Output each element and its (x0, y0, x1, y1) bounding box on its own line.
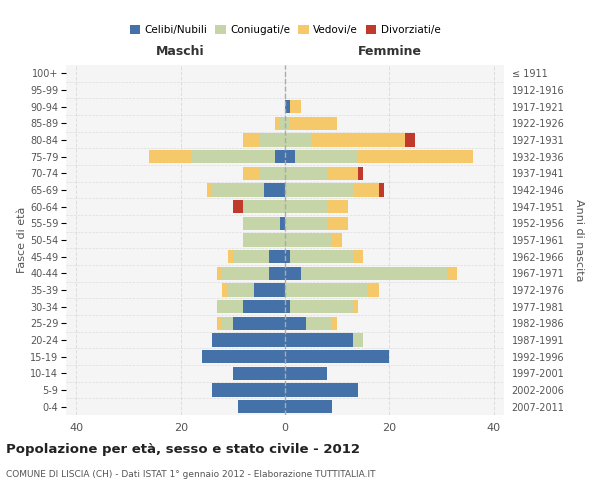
Bar (233, 200, 243, 213)
Bar (290, 300, 353, 314)
Bar (301, 266, 446, 280)
Bar (275, 116, 280, 130)
Text: Maschi: Maschi (155, 45, 204, 58)
Bar (358, 150, 473, 164)
Bar (149, 150, 191, 164)
Bar (217, 316, 223, 330)
Bar (353, 250, 363, 264)
Bar (269, 250, 285, 264)
Bar (217, 300, 243, 314)
Bar (285, 166, 327, 180)
Bar (191, 150, 275, 164)
Bar (327, 200, 347, 213)
Bar (254, 284, 285, 296)
Y-axis label: Fasce di età: Fasce di età (17, 207, 27, 273)
Bar (285, 350, 389, 364)
Bar (233, 366, 285, 380)
Bar (202, 350, 285, 364)
Bar (243, 234, 285, 246)
Bar (285, 234, 332, 246)
Bar (285, 316, 306, 330)
Bar (280, 216, 285, 230)
Bar (285, 116, 290, 130)
Bar (295, 150, 358, 164)
Bar (358, 166, 363, 180)
Bar (285, 400, 332, 413)
Bar (353, 334, 363, 346)
Bar (227, 250, 233, 264)
Bar (285, 266, 301, 280)
Bar (243, 134, 259, 146)
Bar (290, 250, 353, 264)
Bar (227, 284, 254, 296)
Bar (243, 166, 259, 180)
Y-axis label: Anni di nascita: Anni di nascita (574, 198, 584, 281)
Bar (368, 284, 379, 296)
Bar (212, 384, 285, 396)
Bar (353, 184, 379, 196)
Bar (285, 334, 353, 346)
Bar (327, 216, 347, 230)
Bar (327, 166, 358, 180)
Bar (285, 134, 311, 146)
Bar (332, 234, 343, 246)
Text: Popolazione per età, sesso e stato civile - 2012: Popolazione per età, sesso e stato civil… (6, 442, 360, 456)
Bar (243, 300, 285, 314)
Bar (217, 266, 223, 280)
Bar (223, 316, 233, 330)
Bar (285, 184, 353, 196)
Bar (446, 266, 457, 280)
Bar (243, 200, 285, 213)
Bar (233, 316, 285, 330)
Bar (233, 250, 269, 264)
Bar (223, 266, 269, 280)
Bar (285, 384, 358, 396)
Bar (290, 116, 337, 130)
Bar (259, 166, 285, 180)
Bar (238, 400, 285, 413)
Bar (306, 316, 332, 330)
Bar (243, 216, 280, 230)
Bar (285, 200, 327, 213)
Bar (285, 150, 295, 164)
Legend: Celibi/Nubili, Coniugati/e, Vedovi/e, Divorziati/e: Celibi/Nubili, Coniugati/e, Vedovi/e, Di… (125, 21, 445, 40)
Text: Femmine: Femmine (358, 45, 422, 58)
Bar (285, 250, 290, 264)
Bar (332, 316, 337, 330)
Bar (285, 100, 290, 114)
Bar (285, 300, 290, 314)
Bar (405, 134, 415, 146)
Bar (285, 284, 368, 296)
Text: COMUNE DI LISCIA (CH) - Dati ISTAT 1° gennaio 2012 - Elaborazione TUTTITALIA.IT: COMUNE DI LISCIA (CH) - Dati ISTAT 1° ge… (6, 470, 376, 479)
Bar (353, 300, 358, 314)
Bar (207, 184, 212, 196)
Bar (379, 184, 384, 196)
Bar (212, 334, 285, 346)
Bar (259, 134, 285, 146)
Bar (212, 184, 264, 196)
Bar (280, 116, 285, 130)
Bar (269, 266, 285, 280)
Bar (285, 366, 327, 380)
Bar (285, 216, 327, 230)
Bar (290, 100, 301, 114)
Bar (275, 150, 285, 164)
Bar (311, 134, 405, 146)
Bar (223, 284, 227, 296)
Bar (264, 184, 285, 196)
